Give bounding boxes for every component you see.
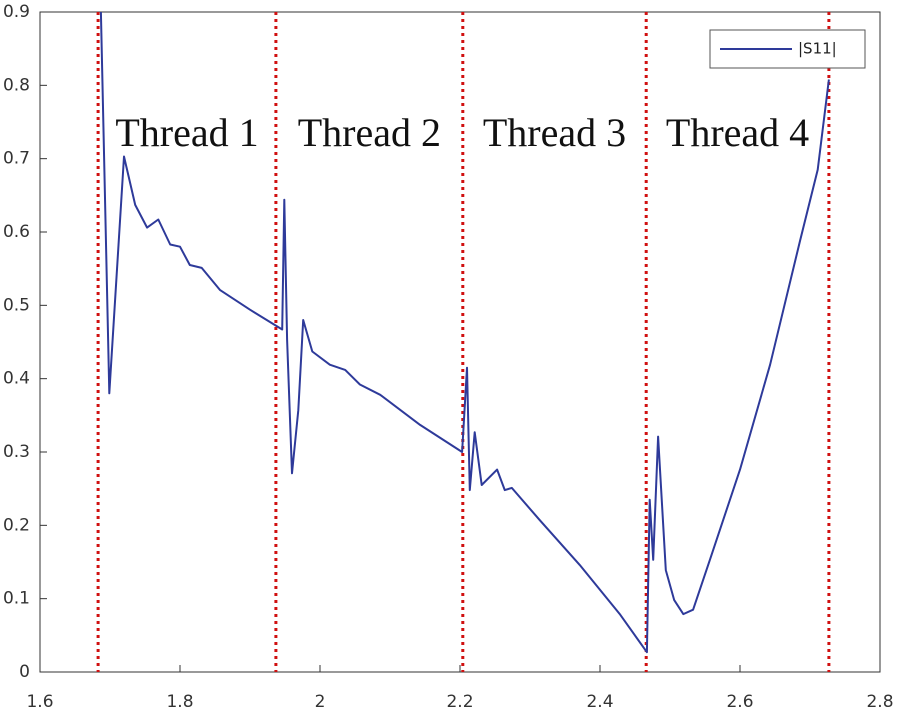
thread-label: Thread 4 [666, 110, 809, 155]
thread-label: Thread 2 [298, 110, 441, 155]
x-tick-label: 2.4 [586, 692, 613, 712]
thread-label: Thread 3 [483, 110, 626, 155]
y-tick-label: 0.2 [3, 515, 30, 535]
x-tick-label: 2 [315, 692, 326, 712]
y-tick-label: 0.5 [3, 295, 30, 315]
x-tick-label: 1.6 [26, 692, 53, 712]
y-tick-label: 0.8 [3, 75, 30, 95]
x-tick-label: 2.8 [866, 692, 893, 712]
x-tick-label: 2.6 [726, 692, 753, 712]
y-tick-label: 0.3 [3, 442, 30, 462]
y-tick-label: 0 [19, 662, 30, 682]
series-line [99, 11, 830, 654]
y-tick-label: 0.6 [3, 222, 30, 242]
x-tick-label: 2.2 [446, 692, 473, 712]
y-tick-label: 0.9 [3, 2, 30, 22]
y-tick-label: 0.1 [3, 589, 30, 609]
x-tick-label: 1.8 [166, 692, 193, 712]
y-tick-label: 0.7 [3, 149, 30, 169]
legend-label: |S11| [798, 40, 837, 58]
y-tick-label: 0.4 [3, 369, 30, 389]
thread-label: Thread 1 [115, 110, 258, 155]
